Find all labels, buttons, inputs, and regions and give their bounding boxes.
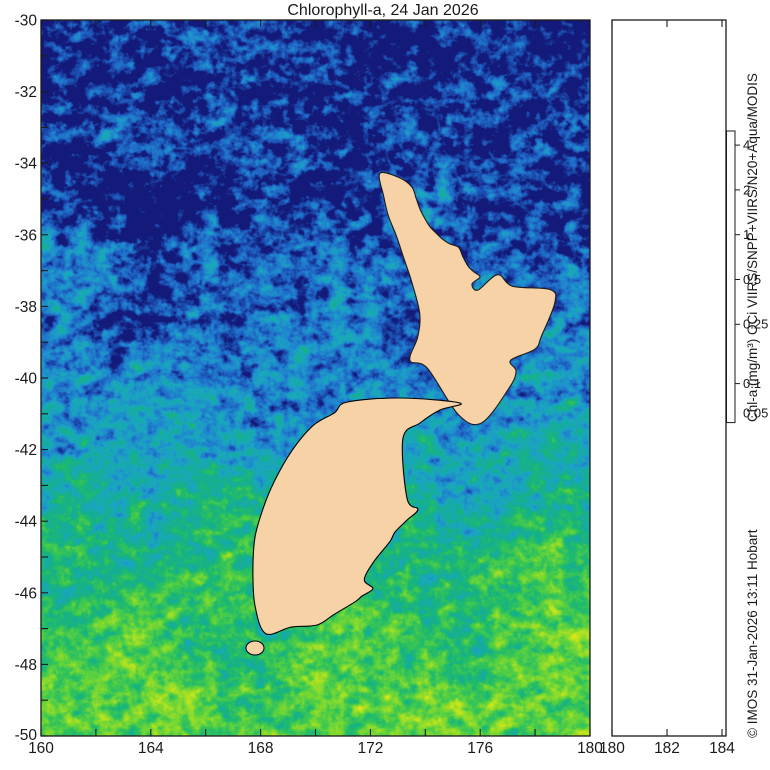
svg-text:168: 168 <box>248 740 274 757</box>
svg-text:176: 176 <box>467 740 493 757</box>
svg-text:180: 180 <box>599 740 625 757</box>
svg-text:-48: -48 <box>15 657 37 674</box>
svg-text:-50: -50 <box>15 727 38 744</box>
svg-text:-40: -40 <box>15 371 38 388</box>
svg-text:-34: -34 <box>15 156 38 173</box>
svg-text:-44: -44 <box>15 514 38 531</box>
svg-text:-42: -42 <box>15 442 37 459</box>
svg-text:Chl-a (mg/m³) OCi VIIRS/SNPP+: Chl-a (mg/m³) OCi VIIRS/SNPP+VIIRS/N20+A… <box>745 73 760 422</box>
svg-text:-46: -46 <box>15 585 37 602</box>
svg-text:-32: -32 <box>15 84 37 101</box>
svg-text:172: 172 <box>357 740 383 757</box>
svg-text:Chlorophyll-a, 24 Jan 2026: Chlorophyll-a, 24 Jan 2026 <box>287 2 478 19</box>
svg-text:184: 184 <box>709 740 735 757</box>
svg-text:182: 182 <box>654 740 680 757</box>
svg-text:-36: -36 <box>15 227 37 244</box>
svg-text:-38: -38 <box>15 299 37 316</box>
svg-text:-30: -30 <box>15 13 38 30</box>
svg-text:© IMOS 31-Jan-2026 13:11 Hobar: © IMOS 31-Jan-2026 13:11 Hobart <box>745 529 760 738</box>
svg-text:164: 164 <box>138 740 164 757</box>
